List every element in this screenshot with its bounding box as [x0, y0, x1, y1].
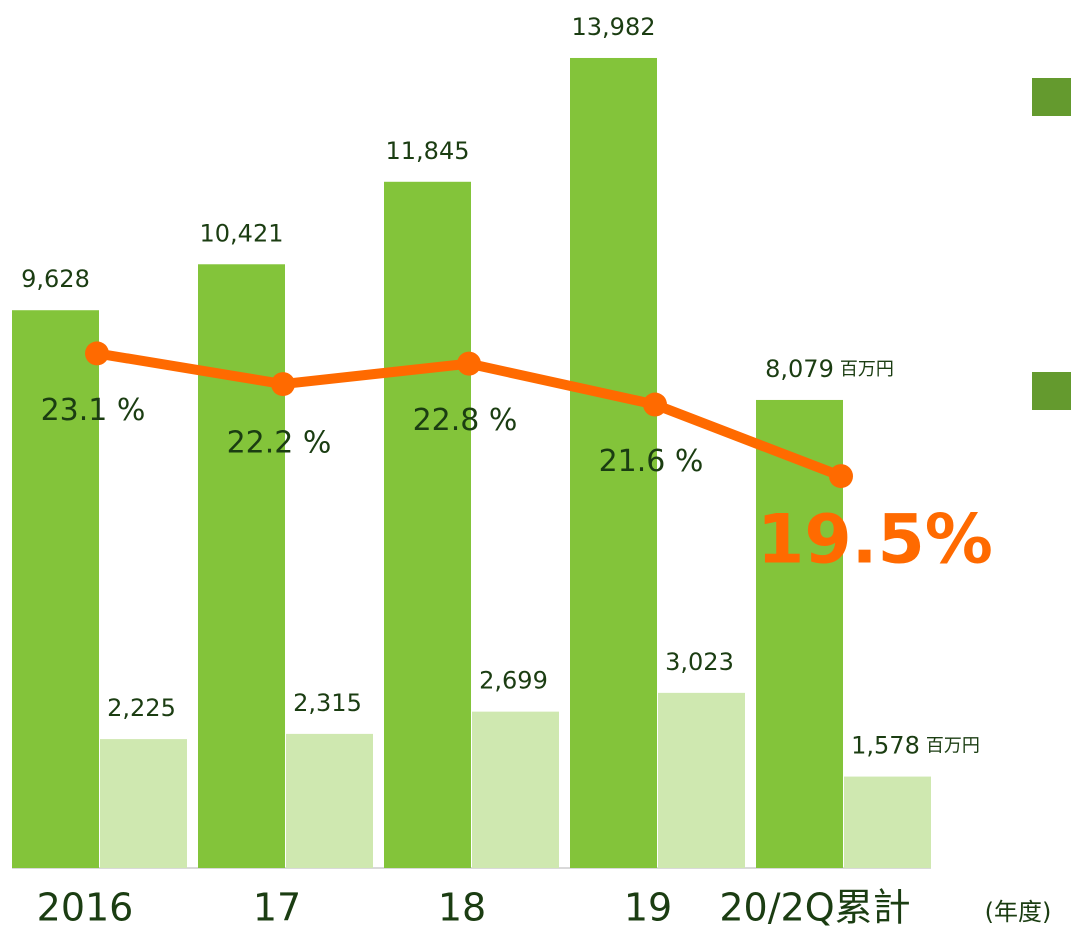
value-label: 10,421 — [200, 219, 284, 247]
line-value-label: 23.1 % — [41, 393, 146, 428]
bar — [198, 264, 285, 868]
value-label: 13,982 — [572, 13, 656, 41]
value-label: 2,225 — [107, 694, 176, 722]
bar — [570, 57, 657, 868]
line-point — [457, 351, 481, 376]
line-value-label: 21.6 % — [599, 444, 704, 479]
line-value-label: 22.2 % — [227, 426, 332, 461]
value-label: 2,315 — [293, 689, 362, 717]
bar — [100, 739, 187, 868]
value-label: 11,845 — [386, 137, 470, 165]
bar — [286, 733, 373, 868]
x-tick-label: 19 — [624, 886, 672, 930]
unit-label: 百万円 — [926, 736, 980, 757]
bar — [756, 399, 843, 868]
x-tick-label: 20/2Q累計 — [719, 886, 910, 930]
bar — [472, 711, 559, 868]
bar — [658, 692, 745, 868]
x-tick-label: 18 — [438, 886, 486, 930]
x-axis-label: (年度) — [985, 898, 1052, 926]
value-label: 1,578 — [851, 732, 920, 760]
value-label: 8,079 — [765, 355, 834, 383]
bar — [12, 310, 99, 868]
highlight-label: 19.5% — [757, 501, 993, 580]
x-tick-label: 2016 — [37, 886, 134, 930]
line-point — [85, 341, 109, 366]
legend-swatch — [1032, 372, 1071, 410]
value-label: 2,699 — [479, 667, 548, 695]
x-tick-label: 17 — [253, 886, 301, 930]
line-value-label: 22.8 % — [413, 403, 518, 438]
legend-swatch — [1032, 78, 1071, 116]
bar — [844, 776, 931, 868]
value-label: 9,628 — [21, 265, 90, 293]
value-label: 3,023 — [665, 648, 734, 676]
line-point — [271, 372, 295, 397]
line-point — [643, 392, 667, 417]
bar — [384, 181, 471, 868]
unit-label: 百万円 — [840, 359, 894, 380]
line-point — [829, 464, 853, 489]
